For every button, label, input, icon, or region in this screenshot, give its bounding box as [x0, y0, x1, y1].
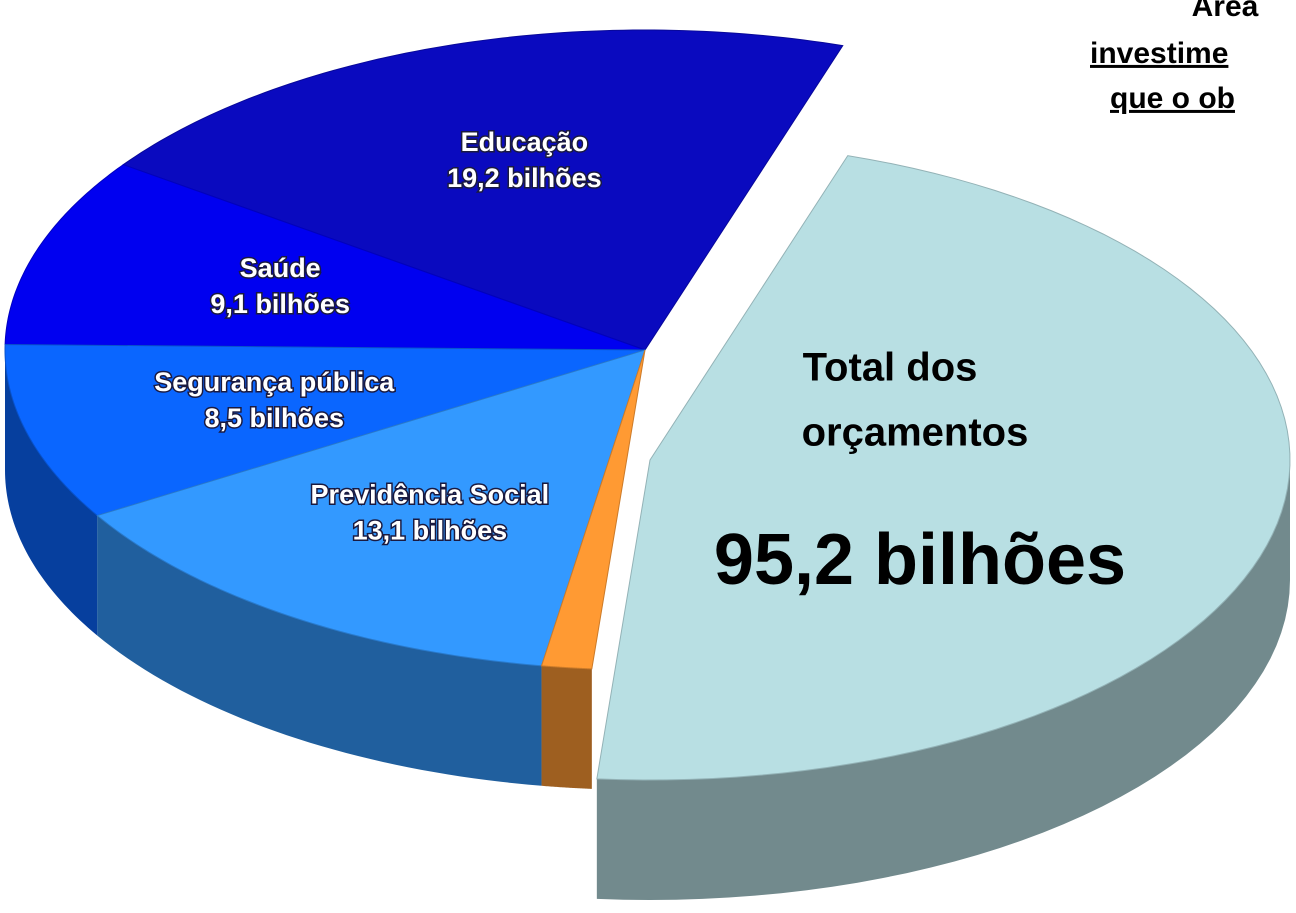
labels: Educação 19,2 bilhões Saúde 9,1 bilhões Segu… [153, 125, 1126, 600]
annotation: investime [1090, 37, 1228, 70]
slice [4, 164, 646, 351]
slice [4, 344, 646, 517]
sides [5, 350, 1290, 900]
tops [4, 29, 1291, 781]
slice-side [596, 460, 1290, 900]
annotation: Área [1192, 0, 1259, 23]
slice [96, 349, 646, 667]
slice-side [541, 665, 592, 789]
total-label: 95,2 bilhões [714, 520, 1126, 600]
slice-label: Educação [461, 127, 589, 157]
total-title: orçamentos [802, 411, 1029, 455]
slice-side [5, 350, 98, 636]
slice-value-label: 9,1 bilhões [210, 289, 350, 319]
slice-label: Saúde [240, 253, 321, 283]
total-title: Total dos [803, 346, 978, 390]
slice-value-label: 19,2 bilhões [447, 163, 602, 193]
slice-value-label: 13,1 bilhões [353, 515, 508, 545]
slice-label: Segurança pública [154, 367, 395, 397]
slice [122, 29, 844, 351]
slice-value-label: 8,5 bilhões [204, 403, 344, 433]
slice [540, 349, 646, 670]
slice-label: Previdência Social [311, 479, 550, 509]
slice [596, 155, 1291, 781]
annotation: que o ob [1110, 82, 1235, 115]
slice-side [97, 515, 542, 786]
